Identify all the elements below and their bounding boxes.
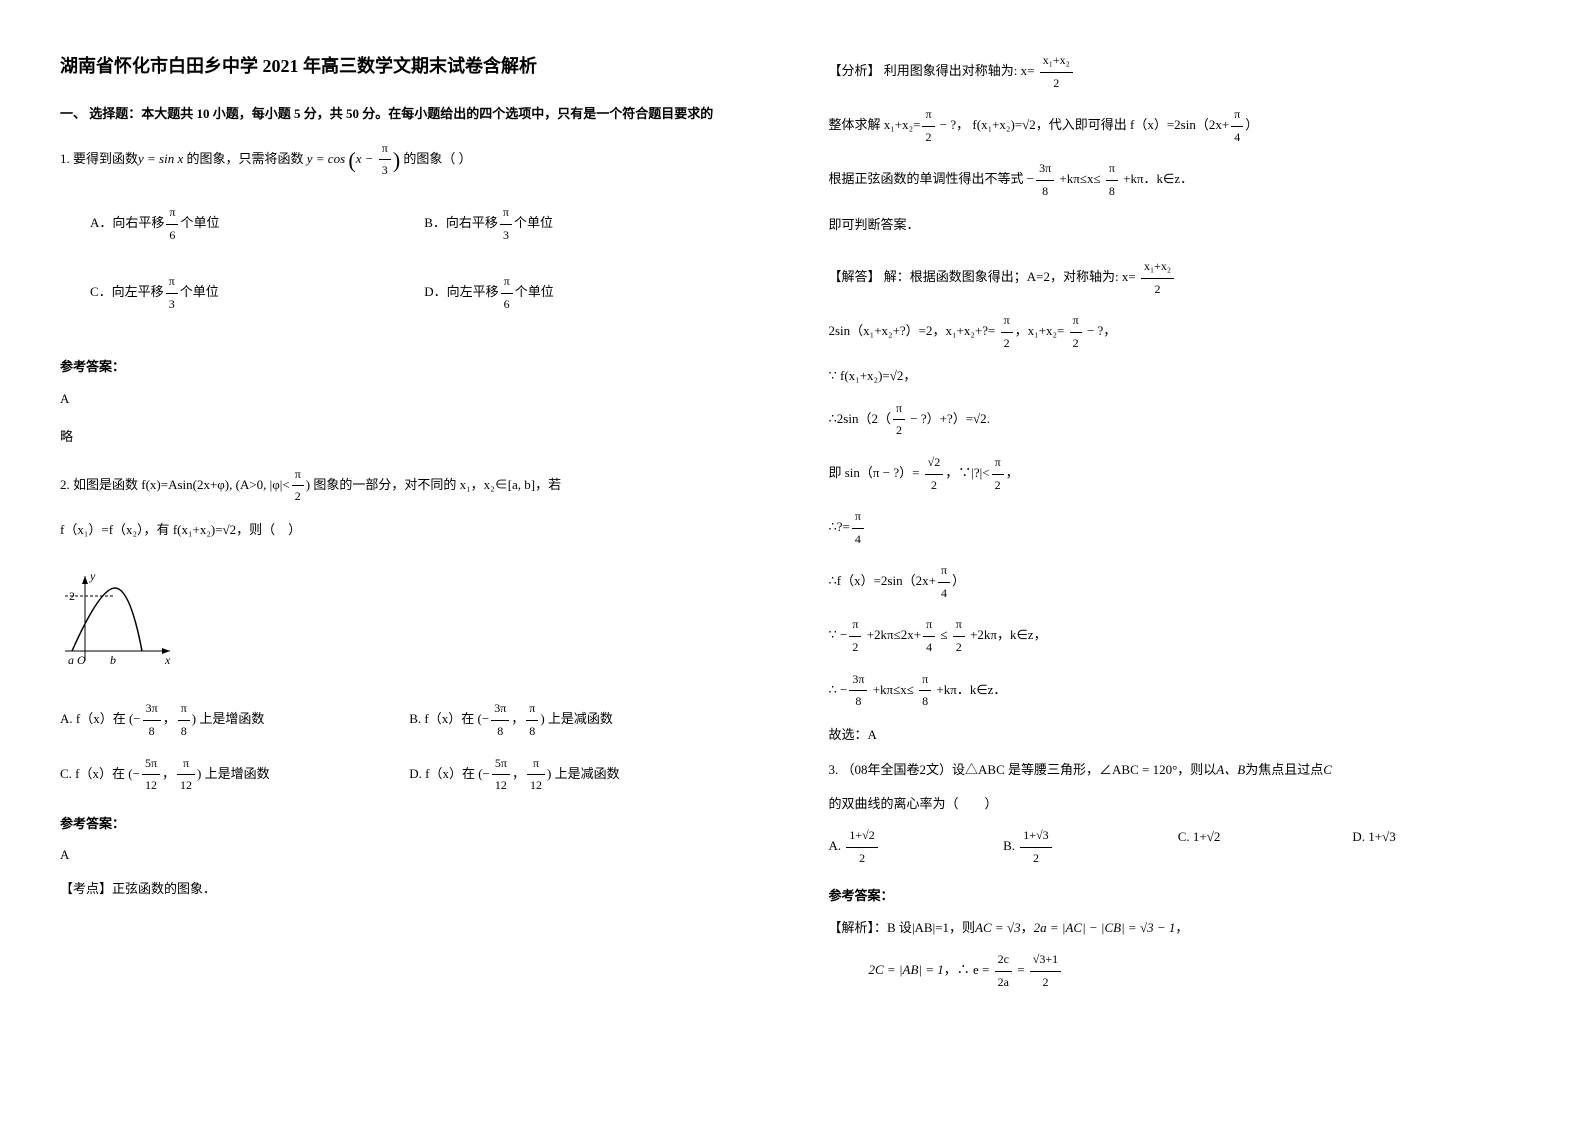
q1-stem-prefix: 1. 要得到函数 (60, 151, 138, 166)
answer-label-1: 参考答案： (60, 355, 759, 378)
svg-text:y: y (89, 569, 96, 583)
q1-note: 略 (60, 425, 759, 448)
q1-opt-c: C．向左平移π3个单位 (90, 271, 424, 315)
q1-answer: A (60, 387, 759, 410)
svg-text:O: O (77, 653, 86, 667)
q2-opt-b: B. f（x）在 (−3π8，π8) 上是减函数 (409, 698, 758, 742)
q1-opt-a: A．向右平移π6个单位 (90, 202, 424, 246)
analysis-line3: 根据正弦函数的单调性得出不等式 −3π8 +kπ≤x≤ π8 +kπ．k∈z． (829, 158, 1528, 202)
left-column: 湖南省怀化市白田乡中学 2021 年高三数学文期末试卷含解析 一、 选择题：本大… (60, 50, 759, 1003)
q2-stem-suffix: 图象的一部分，对不同的 x₁，x₂∈[a, b]，若 (313, 477, 561, 492)
q1-opt-b: B．向右平移π3个单位 (424, 202, 758, 246)
svg-text:a: a (68, 653, 74, 667)
q2-answer: A (60, 843, 759, 866)
function-graph: y 2 a O b x (60, 566, 180, 676)
q1-opt-d: D．向左平移π6个单位 (424, 271, 758, 315)
q2-opt-a: A. f（x）在 (−3π8，π8) 上是增函数 (60, 698, 409, 742)
svg-text:2: 2 (69, 589, 75, 603)
q2-line2-suffix: ，则（ ） (236, 522, 301, 537)
jieda-line2: 2sin（x₁+x₂+?）=2，x₁+x₂+?= π2，x₁+x₂= π2 − … (829, 310, 1528, 354)
q2-stem-prefix: 2. 如图是函数 (60, 477, 138, 492)
analysis-line2: 整体求解 x₁+x₂=π2 − ?， f(x₁+x₂)=√2，代入即可得出 f（… (829, 104, 1528, 148)
jieda-line8: ∵ −π2 +2kπ≤2x+π4 ≤ π2 +2kπ，k∈z， (829, 614, 1528, 658)
q3-jiexi-line2: 2C = |AB| = 1，∴ e = 2c2a = √3+12 (869, 949, 1528, 993)
q3-options: A. 1+√22 B. 1+√32 C. 1+√2 D. 1+√3 (829, 825, 1528, 869)
question-2: 2. 如图是函数 f(x)=Asin(2x+φ), (A>0, |φ|<π2) … (60, 464, 759, 797)
question-1: 1. 要得到函数y = sin x 的图象，只需将函数 y = cos (x −… (60, 138, 759, 341)
q2-line2-prefix: f（x₁）=f（x₂），有 (60, 522, 170, 537)
page-title: 湖南省怀化市白田乡中学 2021 年高三数学文期末试卷含解析 (60, 50, 759, 82)
svg-text:x: x (164, 653, 171, 667)
jieda-line4: ∴2sin（2（π2 − ?）+?）=√2. (829, 398, 1528, 442)
right-column: 【分析】 利用图象得出对称轴为: x= x₁+x₂2 整体求解 x₁+x₂=π2… (829, 50, 1528, 1003)
q2-opt-c: C. f（x）在 (−5π12，π12) 上是增函数 (60, 753, 409, 797)
q1-fn2: y = cos (x − π3) (307, 138, 400, 182)
analysis-line4: 即可判断答案． (829, 213, 1528, 236)
jieda-line6: ∴?=π4 (829, 506, 1528, 550)
q1-stem-suffix: 的图象（ ） (403, 151, 471, 166)
jieda-line5: 即 sin（π − ?）= √22，∵|?|<π2， (829, 452, 1528, 496)
q3-opt-c: C. 1+√2 (1178, 825, 1353, 869)
jieda-line1: 【解答】 解：根据函数图象得出；A=2，对称轴为: x= x₁+x₂2 (829, 256, 1528, 300)
jieda-line9: ∴ −3π8 +kπ≤x≤ π8 +kπ．k∈z． (829, 669, 1528, 713)
answer-label-2: 参考答案： (60, 812, 759, 835)
section-header: 一、 选择题：本大题共 10 小题，每小题 5 分，共 50 分。在每小题给出的… (60, 102, 759, 125)
q2-opt-d: D. f（x）在 (−5π12，π12) 上是减函数 (409, 753, 758, 797)
q2-kaodian: 【考点】正弦函数的图象． (60, 877, 759, 900)
svg-text:b: b (110, 653, 116, 667)
q3-opt-d: D. 1+√3 (1352, 825, 1527, 869)
q3-opt-b: B. 1+√32 (1003, 825, 1178, 869)
q3-opt-a: A. 1+√22 (829, 825, 1004, 869)
jieda-line7: ∴f（x）=2sin（2x+π4） (829, 560, 1528, 604)
q1-stem-mid: 的图象，只需将函数 (183, 151, 307, 166)
q1-options: A．向右平移π6个单位 B．向右平移π3个单位 C．向左平移π3个单位 D．向左… (90, 202, 759, 340)
jieda-line10: 故选：A (829, 723, 1528, 746)
q2-fn: f(x)=Asin(2x+φ), (A>0, |φ|< (141, 477, 289, 492)
q2-line2-fn: f(x₁+x₂)=√2 (173, 522, 236, 537)
answer-label-3: 参考答案： (829, 884, 1528, 907)
analysis-line1: 【分析】 利用图象得出对称轴为: x= x₁+x₂2 (829, 50, 1528, 94)
q1-fn1: y = sin x (138, 151, 183, 166)
question-3: 3. （08年全国卷2文）设△ABC 是等腰三角形，∠ABC = 120°，则以… (829, 758, 1528, 869)
q3-jiexi-line1: 【解析】：B 设|AB|=1，则AC = √3，2a = |AC| − |CB|… (829, 916, 1528, 939)
jieda-line3: ∵ f(x₁+x₂)=√2， (829, 364, 1528, 387)
